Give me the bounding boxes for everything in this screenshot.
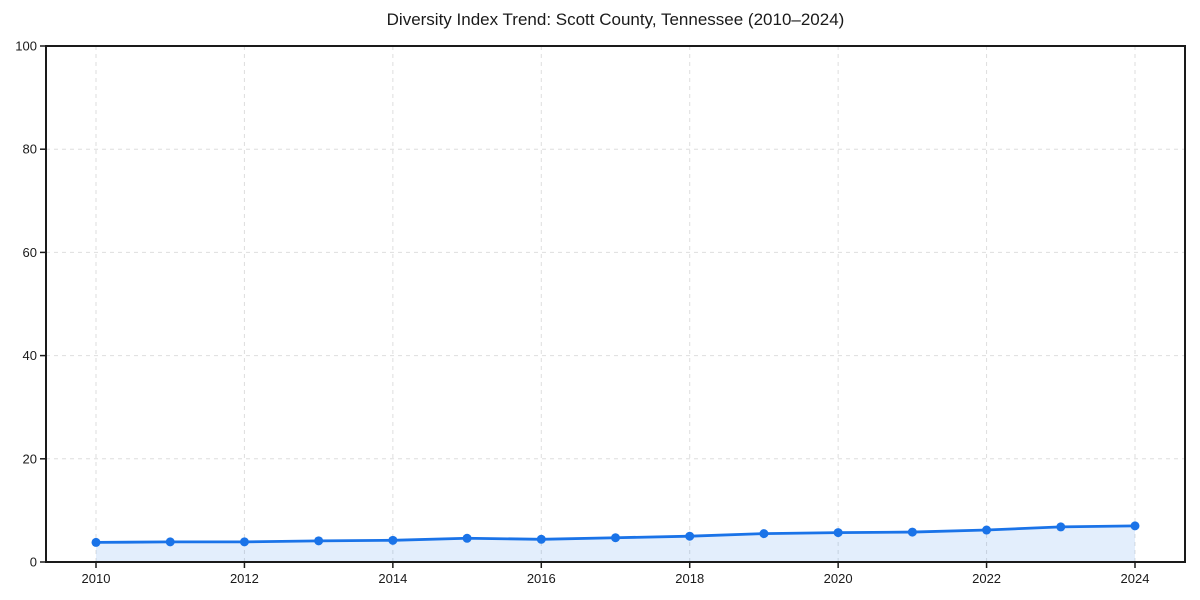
data-point-markers <box>91 521 1140 547</box>
x-tick-label: 2018 <box>675 571 704 586</box>
data-point <box>685 531 695 541</box>
data-point <box>833 528 843 538</box>
x-tick-label: 2012 <box>230 571 259 586</box>
y-tick-label: 100 <box>15 39 37 54</box>
x-axis: 2010 2012 2014 2016 2018 2020 2022 2024 <box>82 562 1150 586</box>
x-tick-label: 2010 <box>82 571 111 586</box>
data-point <box>982 525 992 535</box>
y-axis: 0 20 40 60 80 100 <box>15 39 46 570</box>
plot-frame <box>45 45 1186 563</box>
y-tick-label: 20 <box>23 451 37 466</box>
area-fill <box>96 525 1135 562</box>
x-tick-label: 2014 <box>378 571 407 586</box>
chart-title: Diversity Index Trend: Scott County, Ten… <box>386 10 845 29</box>
grid-lines <box>46 45 1185 563</box>
data-point <box>239 537 249 547</box>
x-tick-label: 2022 <box>972 571 1001 586</box>
data-point <box>462 533 472 543</box>
data-point <box>388 535 398 545</box>
x-tick-label: 2024 <box>1121 571 1150 586</box>
y-tick-label: 40 <box>23 348 37 363</box>
y-tick-label: 0 <box>30 555 37 570</box>
x-tick-label: 2020 <box>824 571 853 586</box>
data-point <box>759 529 769 539</box>
data-point <box>91 537 101 547</box>
y-tick-label: 60 <box>23 245 37 260</box>
data-point <box>314 536 324 546</box>
data-point <box>165 537 175 547</box>
data-point <box>536 534 546 544</box>
data-point <box>1056 522 1066 532</box>
data-point <box>907 527 917 537</box>
y-tick-label: 80 <box>23 142 37 157</box>
x-tick-label: 2016 <box>527 571 556 586</box>
data-point <box>611 533 620 543</box>
data-point <box>1130 521 1140 531</box>
